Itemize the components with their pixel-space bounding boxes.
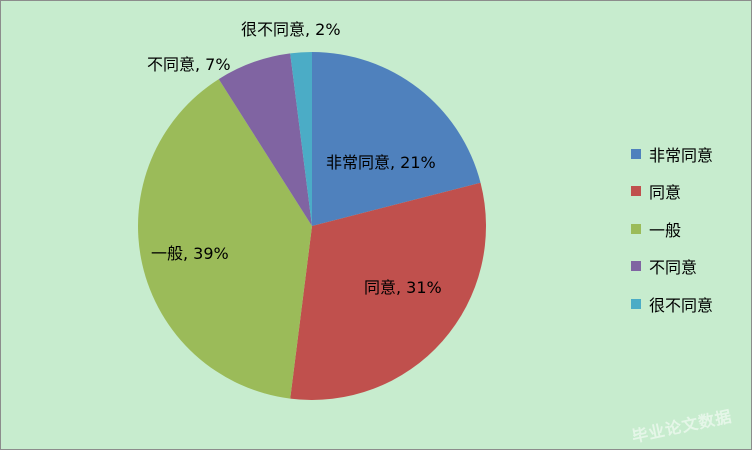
legend-swatch bbox=[631, 261, 641, 272]
legend: 非常同意 同意 一般 不同意 很不同意 bbox=[631, 135, 713, 323]
legend-swatch bbox=[631, 148, 641, 159]
pie-slice bbox=[137, 79, 312, 399]
slice-label: 很不同意, 2% bbox=[241, 20, 341, 39]
pie-chart: 非常同意, 21% 同意, 31% 一般, 39% 不同意, 7% 很不同意, 2% bbox=[137, 20, 487, 400]
legend-swatch bbox=[631, 298, 641, 309]
pie-slice bbox=[218, 53, 312, 227]
legend-swatch bbox=[631, 223, 641, 234]
slice-label: 非常同意, 21% bbox=[326, 153, 436, 172]
legend-label: 同意 bbox=[649, 183, 682, 203]
pie-slices bbox=[137, 52, 487, 400]
legend-item: 一般 bbox=[631, 210, 713, 248]
legend-item: 同意 bbox=[631, 173, 713, 211]
pie-slice bbox=[290, 182, 487, 400]
pie-slice bbox=[290, 52, 312, 226]
legend-item: 很不同意 bbox=[631, 285, 713, 323]
legend-label: 很不同意 bbox=[649, 295, 714, 315]
legend-label: 一般 bbox=[649, 220, 682, 240]
legend-label: 不同意 bbox=[649, 258, 698, 278]
slice-label: 同意, 31% bbox=[364, 278, 442, 297]
legend-item: 不同意 bbox=[631, 248, 713, 286]
legend-swatch bbox=[631, 186, 641, 197]
legend-item: 非常同意 bbox=[631, 135, 713, 173]
pie-slice bbox=[312, 52, 481, 226]
chart-area: 非常同意, 21% 同意, 31% 一般, 39% 不同意, 7% 很不同意, 2% 非… bbox=[0, 0, 752, 450]
legend-label: 非常同意 bbox=[649, 145, 714, 165]
pie-labels: 非常同意, 21% 同意, 31% 一般, 39% 不同意, 7% 很不同意, 2% bbox=[147, 20, 442, 297]
slice-label: 不同意, 7% bbox=[147, 55, 231, 74]
slice-label: 一般, 39% bbox=[151, 244, 229, 263]
